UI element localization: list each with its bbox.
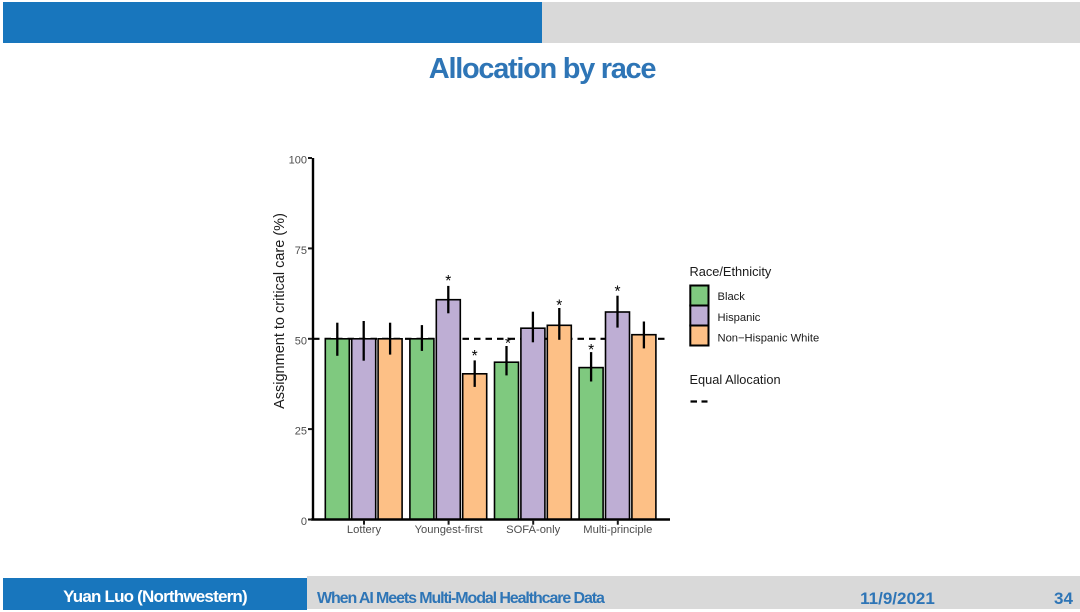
svg-text:*: * xyxy=(556,298,562,315)
svg-text:Lottery: Lottery xyxy=(347,524,382,536)
svg-text:SOFA-only: SOFA-only xyxy=(506,524,560,536)
svg-text:*: * xyxy=(445,273,451,290)
svg-text:*: * xyxy=(472,348,478,365)
svg-text:*: * xyxy=(614,284,620,301)
svg-text:*: * xyxy=(588,342,594,359)
svg-text:Multi-principle: Multi-principle xyxy=(583,524,652,536)
svg-text:Youngest-first: Youngest-first xyxy=(415,524,484,536)
svg-text:Assignment to critical care (%: Assignment to critical care (%) xyxy=(272,213,288,409)
svg-text:Non−Hispanic White: Non−Hispanic White xyxy=(718,333,820,345)
svg-text:50: 50 xyxy=(295,335,307,347)
svg-text:Hispanic: Hispanic xyxy=(718,312,761,324)
svg-text:100: 100 xyxy=(289,155,307,167)
svg-text:25: 25 xyxy=(295,426,307,438)
svg-text:*: * xyxy=(505,336,511,353)
svg-text:Black: Black xyxy=(718,291,746,303)
svg-text:Race/Ethnicity: Race/Ethnicity xyxy=(690,264,772,279)
svg-text:Equal Allocation: Equal Allocation xyxy=(690,372,781,387)
svg-text:75: 75 xyxy=(295,245,307,257)
svg-text:0: 0 xyxy=(301,516,307,528)
